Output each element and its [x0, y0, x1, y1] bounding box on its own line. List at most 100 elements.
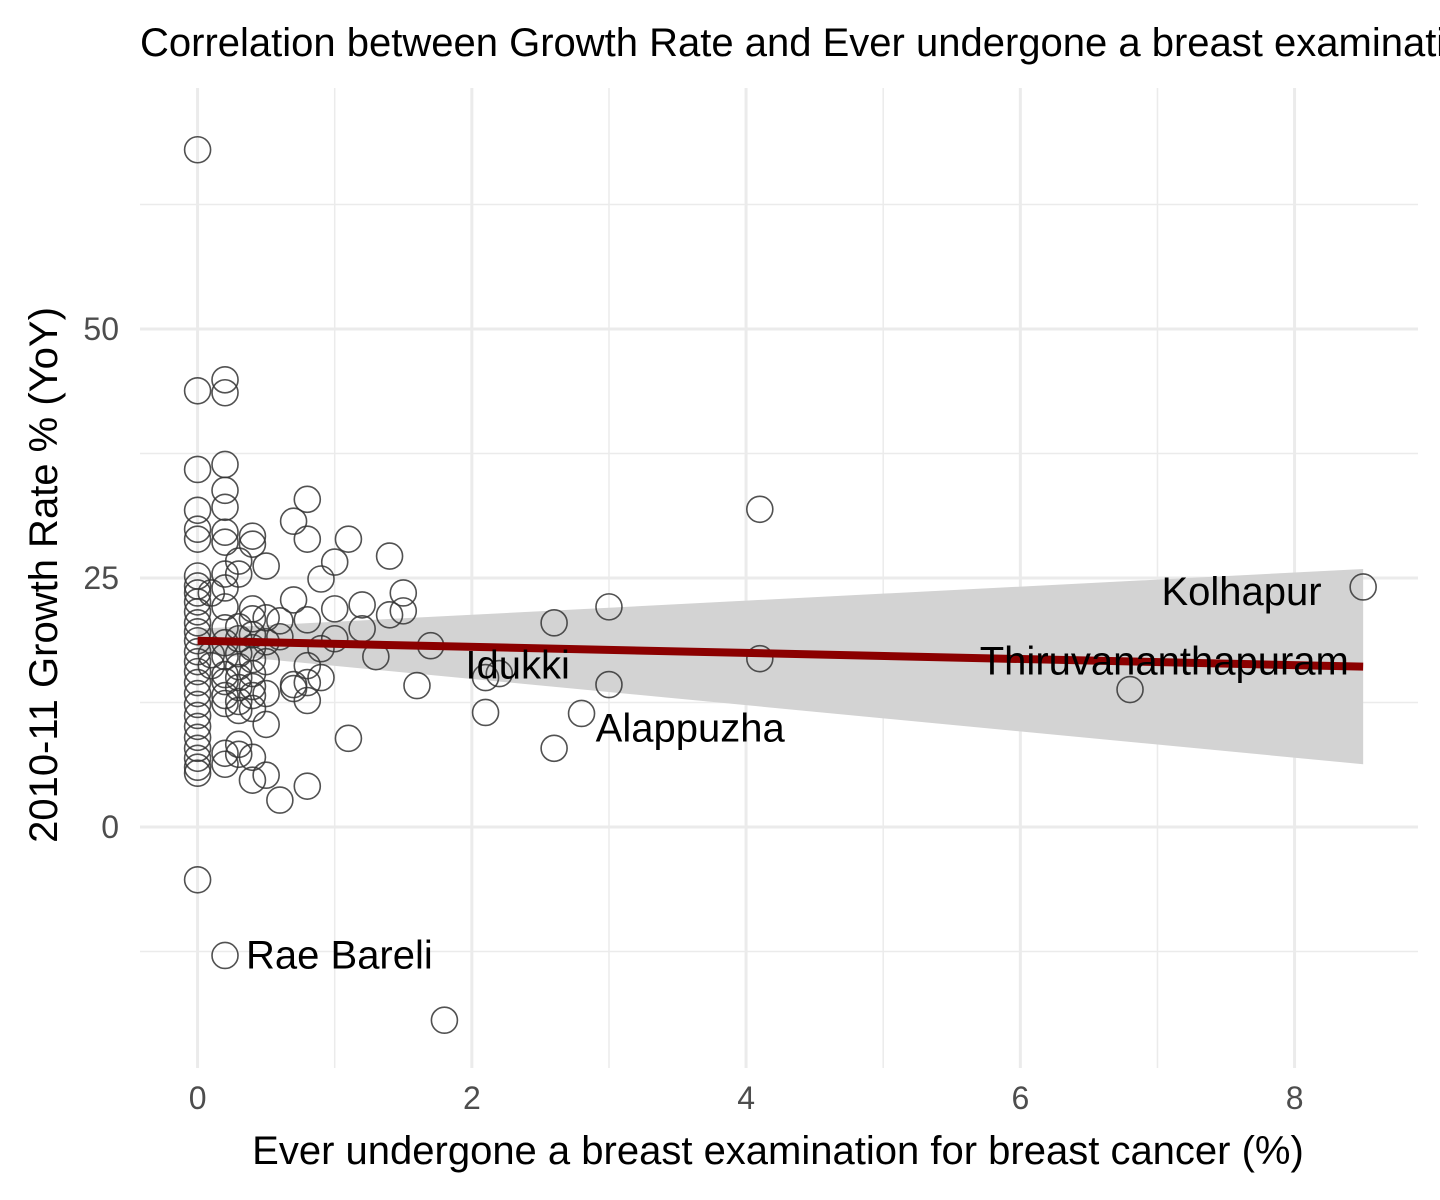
trend-line — [197, 636, 1364, 671]
point-label: Rae Bareli — [246, 933, 433, 977]
data-point — [266, 607, 294, 635]
data-point — [293, 772, 322, 800]
data-point — [183, 712, 212, 741]
data-point — [430, 1006, 459, 1034]
data-point — [211, 366, 239, 394]
x-axis-title: Ever undergone a breast examination for … — [252, 1129, 1304, 1173]
data-point — [279, 586, 308, 614]
data-point — [279, 507, 308, 536]
x-tick-label: 6 — [1011, 1080, 1029, 1116]
point-label: Kolhapur — [1161, 570, 1321, 614]
data-point — [389, 597, 418, 625]
data-point — [540, 609, 568, 637]
data-point — [211, 450, 239, 479]
data-point — [183, 609, 212, 637]
data-point — [183, 690, 212, 719]
x-tick-label: 0 — [189, 1080, 207, 1116]
confidence-ribbon — [197, 569, 1364, 765]
data-point — [471, 698, 500, 727]
data-point — [266, 622, 294, 651]
data-point — [183, 496, 212, 525]
data-point — [238, 694, 267, 723]
data-point — [266, 786, 294, 814]
data-point — [224, 652, 253, 681]
data-point — [183, 865, 212, 894]
y-tick-label: 50 — [83, 311, 119, 347]
data-point — [238, 645, 267, 674]
data-point — [238, 766, 267, 794]
data-point — [211, 476, 239, 505]
data-point — [320, 595, 349, 623]
data-point — [183, 759, 212, 788]
trend-line-layer — [197, 636, 1364, 671]
data-point — [252, 552, 280, 580]
data-point — [746, 495, 774, 524]
data-point — [183, 668, 212, 697]
data-point — [211, 750, 239, 779]
data-point — [252, 679, 280, 708]
data-point — [389, 579, 418, 607]
point-label: Idukki — [465, 644, 570, 688]
data-point — [183, 657, 212, 686]
data-point — [211, 941, 239, 970]
data-point — [595, 670, 623, 699]
data-point — [211, 518, 239, 546]
data-point — [252, 604, 280, 632]
data-point — [211, 493, 239, 522]
data-point — [238, 605, 267, 633]
data-point — [211, 739, 239, 768]
data-point — [183, 744, 212, 773]
data-point — [224, 687, 253, 716]
point-labels-layer: Rae Bareli Idukki Alappuzha Kolhapur Thiruva… — [246, 570, 1349, 978]
data-point — [183, 515, 212, 543]
tick-labels-layer: 0 2 4 6 8 0 25 50 — [83, 311, 1303, 1116]
data-point — [183, 135, 212, 164]
data-point — [183, 701, 212, 730]
data-point — [238, 743, 267, 772]
data-point — [293, 525, 322, 553]
y-axis-title: 2010-11 Growth Rate % (YoY) — [22, 307, 66, 843]
x-tick-label: 4 — [737, 1080, 755, 1116]
data-point — [183, 617, 212, 646]
data-point — [211, 681, 239, 710]
data-point — [1349, 573, 1377, 601]
data-point — [334, 525, 363, 553]
data-point — [183, 588, 212, 616]
data-point — [293, 668, 322, 697]
data-point — [320, 548, 349, 576]
point-label: Thiruvananthapuram — [980, 640, 1349, 684]
x-tick-label: 8 — [1286, 1080, 1304, 1116]
data-point — [293, 686, 322, 715]
data-point — [183, 679, 212, 708]
data-point — [211, 689, 239, 718]
data-point — [375, 601, 404, 629]
confidence-ribbon-layer — [197, 569, 1364, 765]
data-point — [485, 659, 514, 688]
data-point — [224, 560, 253, 588]
data-point — [183, 734, 212, 763]
data-point — [471, 663, 500, 692]
data-point — [183, 579, 212, 607]
points-layer — [183, 135, 1377, 1034]
data-point — [540, 734, 568, 763]
data-point — [224, 696, 253, 725]
data-point — [595, 593, 623, 621]
data-point — [211, 528, 239, 556]
data-point — [183, 376, 212, 405]
data-point — [238, 530, 267, 558]
data-point — [252, 647, 280, 676]
data-point — [252, 710, 280, 739]
data-point — [211, 593, 239, 621]
data-point — [238, 620, 267, 649]
data-point — [746, 644, 774, 673]
data-point — [375, 542, 404, 570]
data-point — [224, 547, 253, 575]
data-point — [238, 672, 267, 701]
data-point — [307, 634, 335, 663]
y-tick-label: 25 — [83, 560, 119, 596]
data-point — [238, 522, 267, 550]
data-point — [197, 651, 226, 680]
data-point — [307, 663, 335, 692]
